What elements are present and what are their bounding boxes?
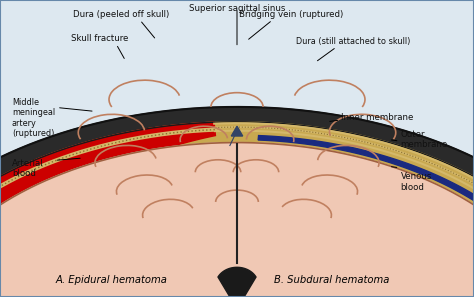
Polygon shape	[0, 122, 474, 297]
Polygon shape	[0, 143, 474, 297]
Text: Dura (peeled off skull): Dura (peeled off skull)	[73, 10, 169, 19]
Text: Bridging vein (ruptured): Bridging vein (ruptured)	[239, 10, 344, 19]
Text: Inner membrane: Inner membrane	[341, 113, 414, 122]
Text: Venous
blood: Venous blood	[401, 172, 432, 192]
Text: B. Subdural hematoma: B. Subdural hematoma	[274, 274, 390, 285]
Text: Middle
meningeal
artery
(ruptured): Middle meningeal artery (ruptured)	[12, 98, 55, 138]
Polygon shape	[0, 122, 215, 297]
Polygon shape	[218, 267, 256, 297]
Polygon shape	[231, 126, 243, 136]
Text: Arterial
blood: Arterial blood	[12, 159, 44, 178]
Polygon shape	[258, 135, 474, 297]
Text: Skull fracture: Skull fracture	[71, 34, 128, 43]
Text: Superior sagittal sinus: Superior sagittal sinus	[189, 4, 285, 13]
Text: Dura (still attached to skull): Dura (still attached to skull)	[296, 37, 410, 46]
Text: Outer
membrane: Outer membrane	[401, 130, 448, 149]
Polygon shape	[0, 107, 474, 297]
Text: A. Epidural hematoma: A. Epidural hematoma	[55, 274, 167, 285]
